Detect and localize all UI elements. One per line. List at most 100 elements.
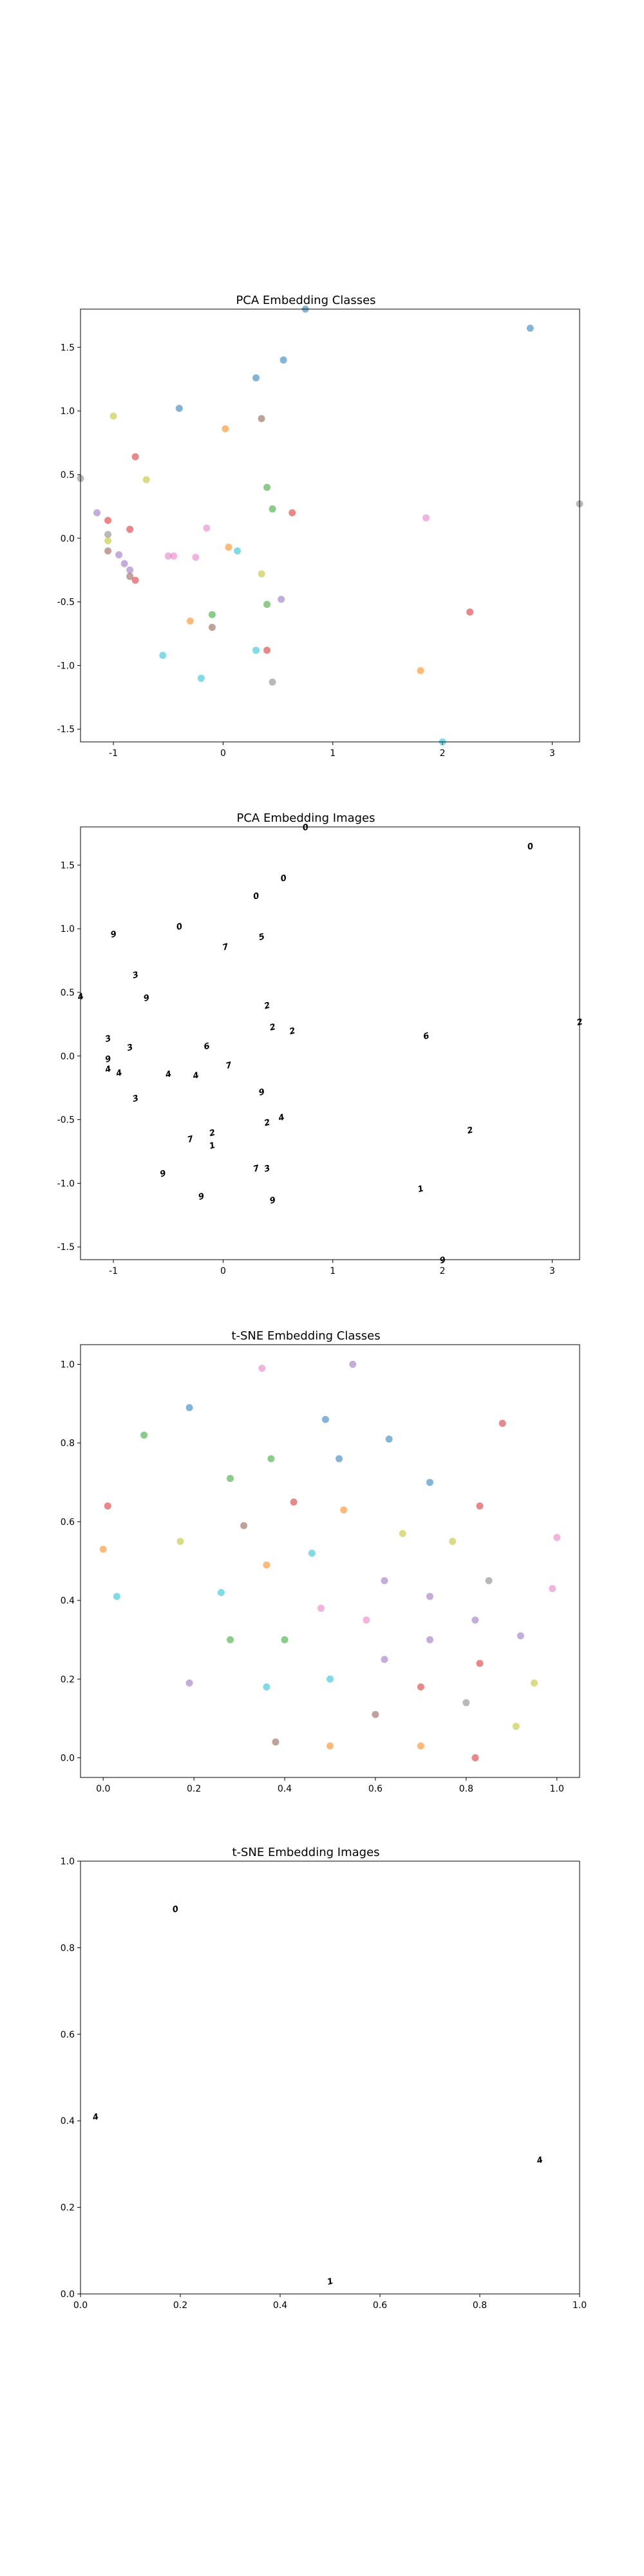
- pca-classes-plot-frame: [80, 308, 580, 743]
- scatter-point: [471, 1616, 479, 1624]
- scatter-point: [252, 374, 260, 382]
- digit-image-point: 2: [263, 1001, 272, 1012]
- digit-image-point: 1: [327, 2277, 335, 2287]
- digit-image-point: 0: [252, 891, 261, 902]
- x-tick-label: 0: [220, 1266, 226, 1276]
- y-tick-label: 0.6: [61, 1517, 75, 1528]
- digit-image-point: 1: [417, 1184, 425, 1195]
- scatter-point: [381, 1577, 388, 1585]
- y-tick-label: 0.0: [61, 534, 75, 544]
- y-tick-label: 0.2: [61, 1674, 75, 1685]
- scatter-point: [308, 1549, 316, 1557]
- scatter-point: [269, 678, 276, 686]
- scatter-point: [471, 1754, 479, 1761]
- scatter-point: [263, 484, 271, 491]
- digit-image-point: 3: [131, 970, 140, 981]
- scatter-point: [197, 674, 205, 682]
- scatter-point: [126, 573, 134, 580]
- scatter-point: [186, 617, 194, 625]
- tsne-classes-plot-frame: [80, 1344, 580, 1778]
- y-tick-label: 1.5: [61, 860, 75, 871]
- digit-image-point: 1: [208, 1141, 216, 1151]
- digit-image-point: 2: [263, 1118, 272, 1129]
- y-tick-label: 0.0: [61, 2289, 75, 2300]
- scatter-point: [131, 576, 139, 584]
- y-tick-label: 0.5: [61, 988, 75, 998]
- scatter-point: [170, 552, 178, 560]
- x-tick-label: 1.0: [550, 1784, 564, 1794]
- scatter-point: [263, 647, 271, 654]
- scatter-point: [272, 1738, 279, 1746]
- scatter-point: [159, 652, 167, 659]
- digit-image-point: 4: [104, 1065, 113, 1075]
- digit-image-point: 9: [197, 1191, 205, 1202]
- scatter-point: [321, 1416, 329, 1423]
- scatter-point: [279, 356, 287, 364]
- scatter-point: [498, 1419, 506, 1427]
- scatter-point: [227, 1636, 234, 1643]
- x-tick-label: 0.0: [73, 2300, 88, 2311]
- scatter-point: [140, 1432, 148, 1439]
- scatter-point: [363, 1616, 370, 1624]
- pca-classes-chart: PCA Embedding Classes -1 0 1 2 3 -1.5 -1.0 -0.5…: [57, 294, 583, 759]
- tsne-images-title: t-SNE Embedding Images: [232, 1846, 379, 1859]
- pca-classes-title: PCA Embedding Classes: [236, 294, 375, 307]
- digit-image-point: 6: [422, 1031, 431, 1042]
- scatter-point: [240, 1522, 248, 1530]
- scatter-point: [263, 601, 271, 609]
- y-tick-label: 0.6: [61, 2030, 75, 2040]
- scatter-point: [185, 1404, 193, 1412]
- scatter-point: [93, 509, 101, 516]
- y-tick-label: 0.2: [61, 2203, 75, 2213]
- x-tick-label: 2: [440, 1266, 446, 1276]
- scatter-point: [466, 608, 474, 616]
- x-tick-label: 0.2: [187, 1784, 201, 1794]
- y-tick-label: 0.4: [61, 2116, 75, 2126]
- digit-image-point: 0: [171, 1904, 180, 1915]
- scatter-point: [175, 404, 183, 412]
- digit-image-point: 2: [466, 1125, 475, 1136]
- scatter-point: [258, 415, 265, 422]
- y-tick-label: -1.5: [57, 1242, 75, 1253]
- x-tick-label: 2: [440, 748, 446, 759]
- scatter-point: [208, 623, 216, 631]
- scatter-point: [327, 1742, 334, 1750]
- scatter-point: [289, 509, 296, 516]
- digit-image-point: 3: [126, 1043, 135, 1054]
- x-tick-label: 1: [330, 748, 336, 759]
- digit-image-point: 3: [131, 1094, 140, 1104]
- x-tick-label: 0.2: [173, 2300, 187, 2311]
- scatter-point: [185, 1679, 193, 1687]
- digit-image-point: 7: [186, 1134, 195, 1145]
- scatter-point: [234, 547, 242, 555]
- scatter-point: [422, 514, 430, 522]
- x-tick-label: 0.0: [96, 1784, 110, 1794]
- scatter-point: [512, 1723, 520, 1730]
- digit-image-point: 4: [91, 2112, 100, 2123]
- y-tick-label: 1.0: [61, 406, 75, 417]
- scatter-point: [164, 552, 172, 560]
- digit-image-point: 0: [526, 842, 535, 853]
- scatter-point: [225, 544, 232, 551]
- pca-images-chart: PCA Embedding Images -1 0 1 2 3 -1.5 -1.0 -0.5 0…: [57, 811, 584, 1276]
- scatter-point: [104, 1502, 111, 1510]
- scatter-point: [278, 596, 285, 603]
- scatter-point: [217, 1589, 225, 1596]
- digit-image-point: 2: [208, 1128, 216, 1139]
- x-tick-label: 0.6: [368, 1784, 383, 1794]
- x-tick-label: 0: [220, 748, 226, 759]
- y-tick-label: 0.0: [61, 1753, 75, 1763]
- scatter-point: [340, 1506, 348, 1514]
- scatter-point: [385, 1435, 393, 1443]
- digit-image-point: 6: [203, 1041, 211, 1052]
- digit-image-point: 4: [164, 1069, 173, 1080]
- y-tick-label: -1.5: [57, 724, 75, 735]
- digit-image-point: 4: [535, 2155, 544, 2166]
- scatter-point: [426, 1636, 433, 1643]
- x-tick-label: 0.4: [273, 2300, 287, 2311]
- x-tick-label: 1: [330, 1266, 336, 1276]
- scatter-point: [104, 547, 112, 555]
- digit-image-point: 7: [222, 942, 231, 953]
- y-tick-label: -1.0: [57, 1179, 75, 1189]
- scatter-point: [208, 611, 216, 618]
